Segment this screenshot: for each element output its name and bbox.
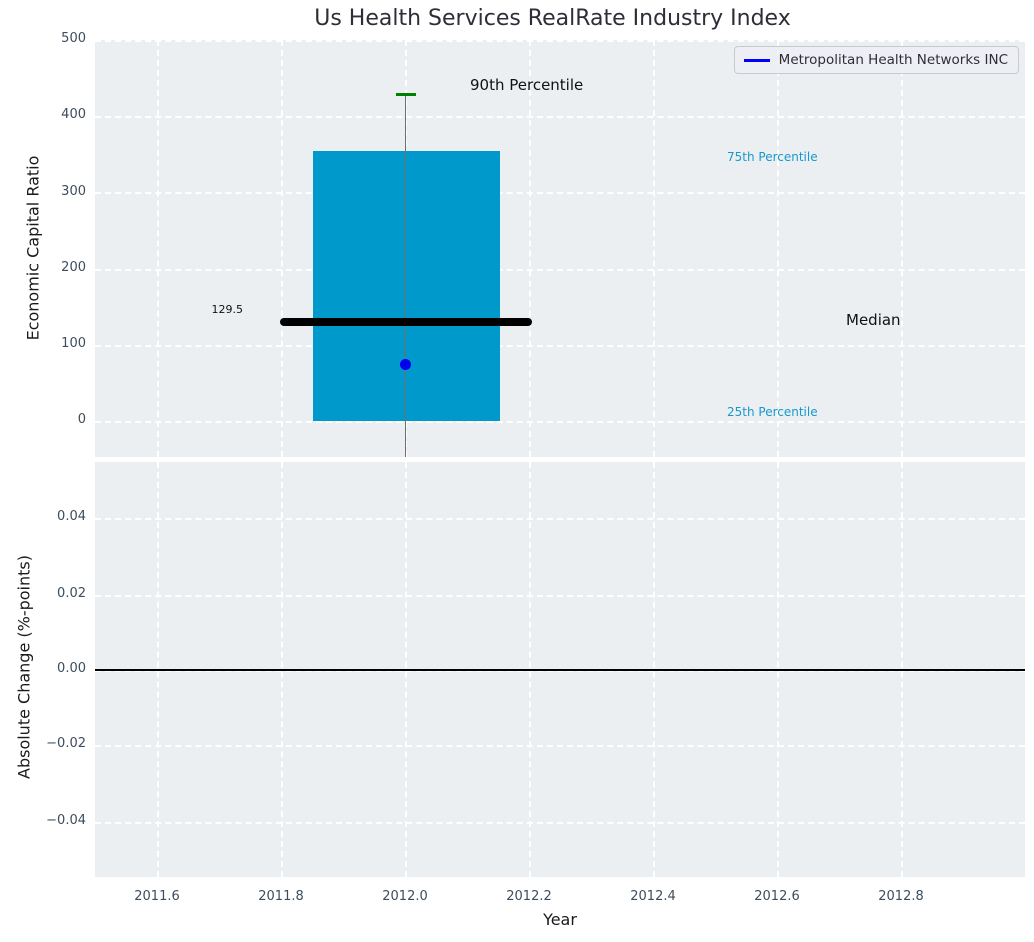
gridline-h <box>95 269 1025 271</box>
xtick: 2011.8 <box>258 889 304 904</box>
median-label: Median <box>846 311 901 329</box>
gridline-h <box>95 421 1025 423</box>
gridline-v <box>157 40 159 457</box>
gridline-h <box>95 670 1025 672</box>
ytick-bottom: −0.04 <box>46 813 86 828</box>
ytick-bottom: 0.02 <box>57 586 86 601</box>
xtick: 2012.6 <box>754 889 800 904</box>
gridline-h <box>95 822 1025 824</box>
bottom-subplot <box>95 462 1025 877</box>
gridline-h <box>95 40 1025 42</box>
gridline-h <box>95 345 1025 347</box>
top-subplot: 90th Percentile 75th Percentile 25th Per… <box>95 40 1025 457</box>
p90-label: 90th Percentile <box>470 76 584 94</box>
gridline-h <box>95 192 1025 194</box>
gridline-v <box>901 40 903 457</box>
median-value-label: 129.5 <box>211 303 244 316</box>
gridline-h <box>95 745 1025 747</box>
p25-label: 25th Percentile <box>727 405 818 419</box>
ytick-top: 200 <box>61 260 86 275</box>
gridline-v <box>653 40 655 457</box>
legend: Metropolitan Health Networks INC <box>733 46 1019 74</box>
gridline-h <box>95 595 1025 597</box>
p75-label: 75th Percentile <box>727 150 818 164</box>
xtick: 2012.2 <box>506 889 552 904</box>
whisker-line <box>405 95 407 457</box>
bottom-y-axis-label: Absolute Change (%-points) <box>14 555 34 779</box>
p90-cap <box>396 93 416 96</box>
company-point <box>400 359 411 370</box>
ytick-top: 400 <box>61 107 86 122</box>
ytick-top: 300 <box>61 184 86 199</box>
ytick-top: 100 <box>61 336 86 351</box>
xtick: 2012.8 <box>878 889 924 904</box>
ytick-top: 500 <box>61 31 86 46</box>
xtick: 2012.4 <box>630 889 676 904</box>
chart-title: Us Health Services RealRate Industry Ind… <box>314 6 791 31</box>
ytick-bottom: −0.02 <box>46 736 86 751</box>
gridline-v <box>529 40 531 457</box>
gridline-h <box>95 518 1025 520</box>
percentile-box <box>313 151 500 421</box>
ytick-top: 0 <box>77 412 86 427</box>
ytick-bottom: 0.04 <box>57 509 86 524</box>
legend-line-icon <box>743 58 770 62</box>
legend-label: Metropolitan Health Networks INC <box>778 52 1008 68</box>
median-line <box>280 318 532 326</box>
top-y-axis-label: Economic Capital Ratio <box>23 155 43 341</box>
xtick: 2012.0 <box>382 889 428 904</box>
ytick-bottom: 0.00 <box>57 661 86 676</box>
zero-line <box>95 669 1025 671</box>
xtick: 2011.6 <box>134 889 180 904</box>
gridline-v <box>281 40 283 457</box>
gridline-v <box>777 40 779 457</box>
x-axis-label: Year <box>543 910 577 929</box>
gridline-h <box>95 116 1025 118</box>
